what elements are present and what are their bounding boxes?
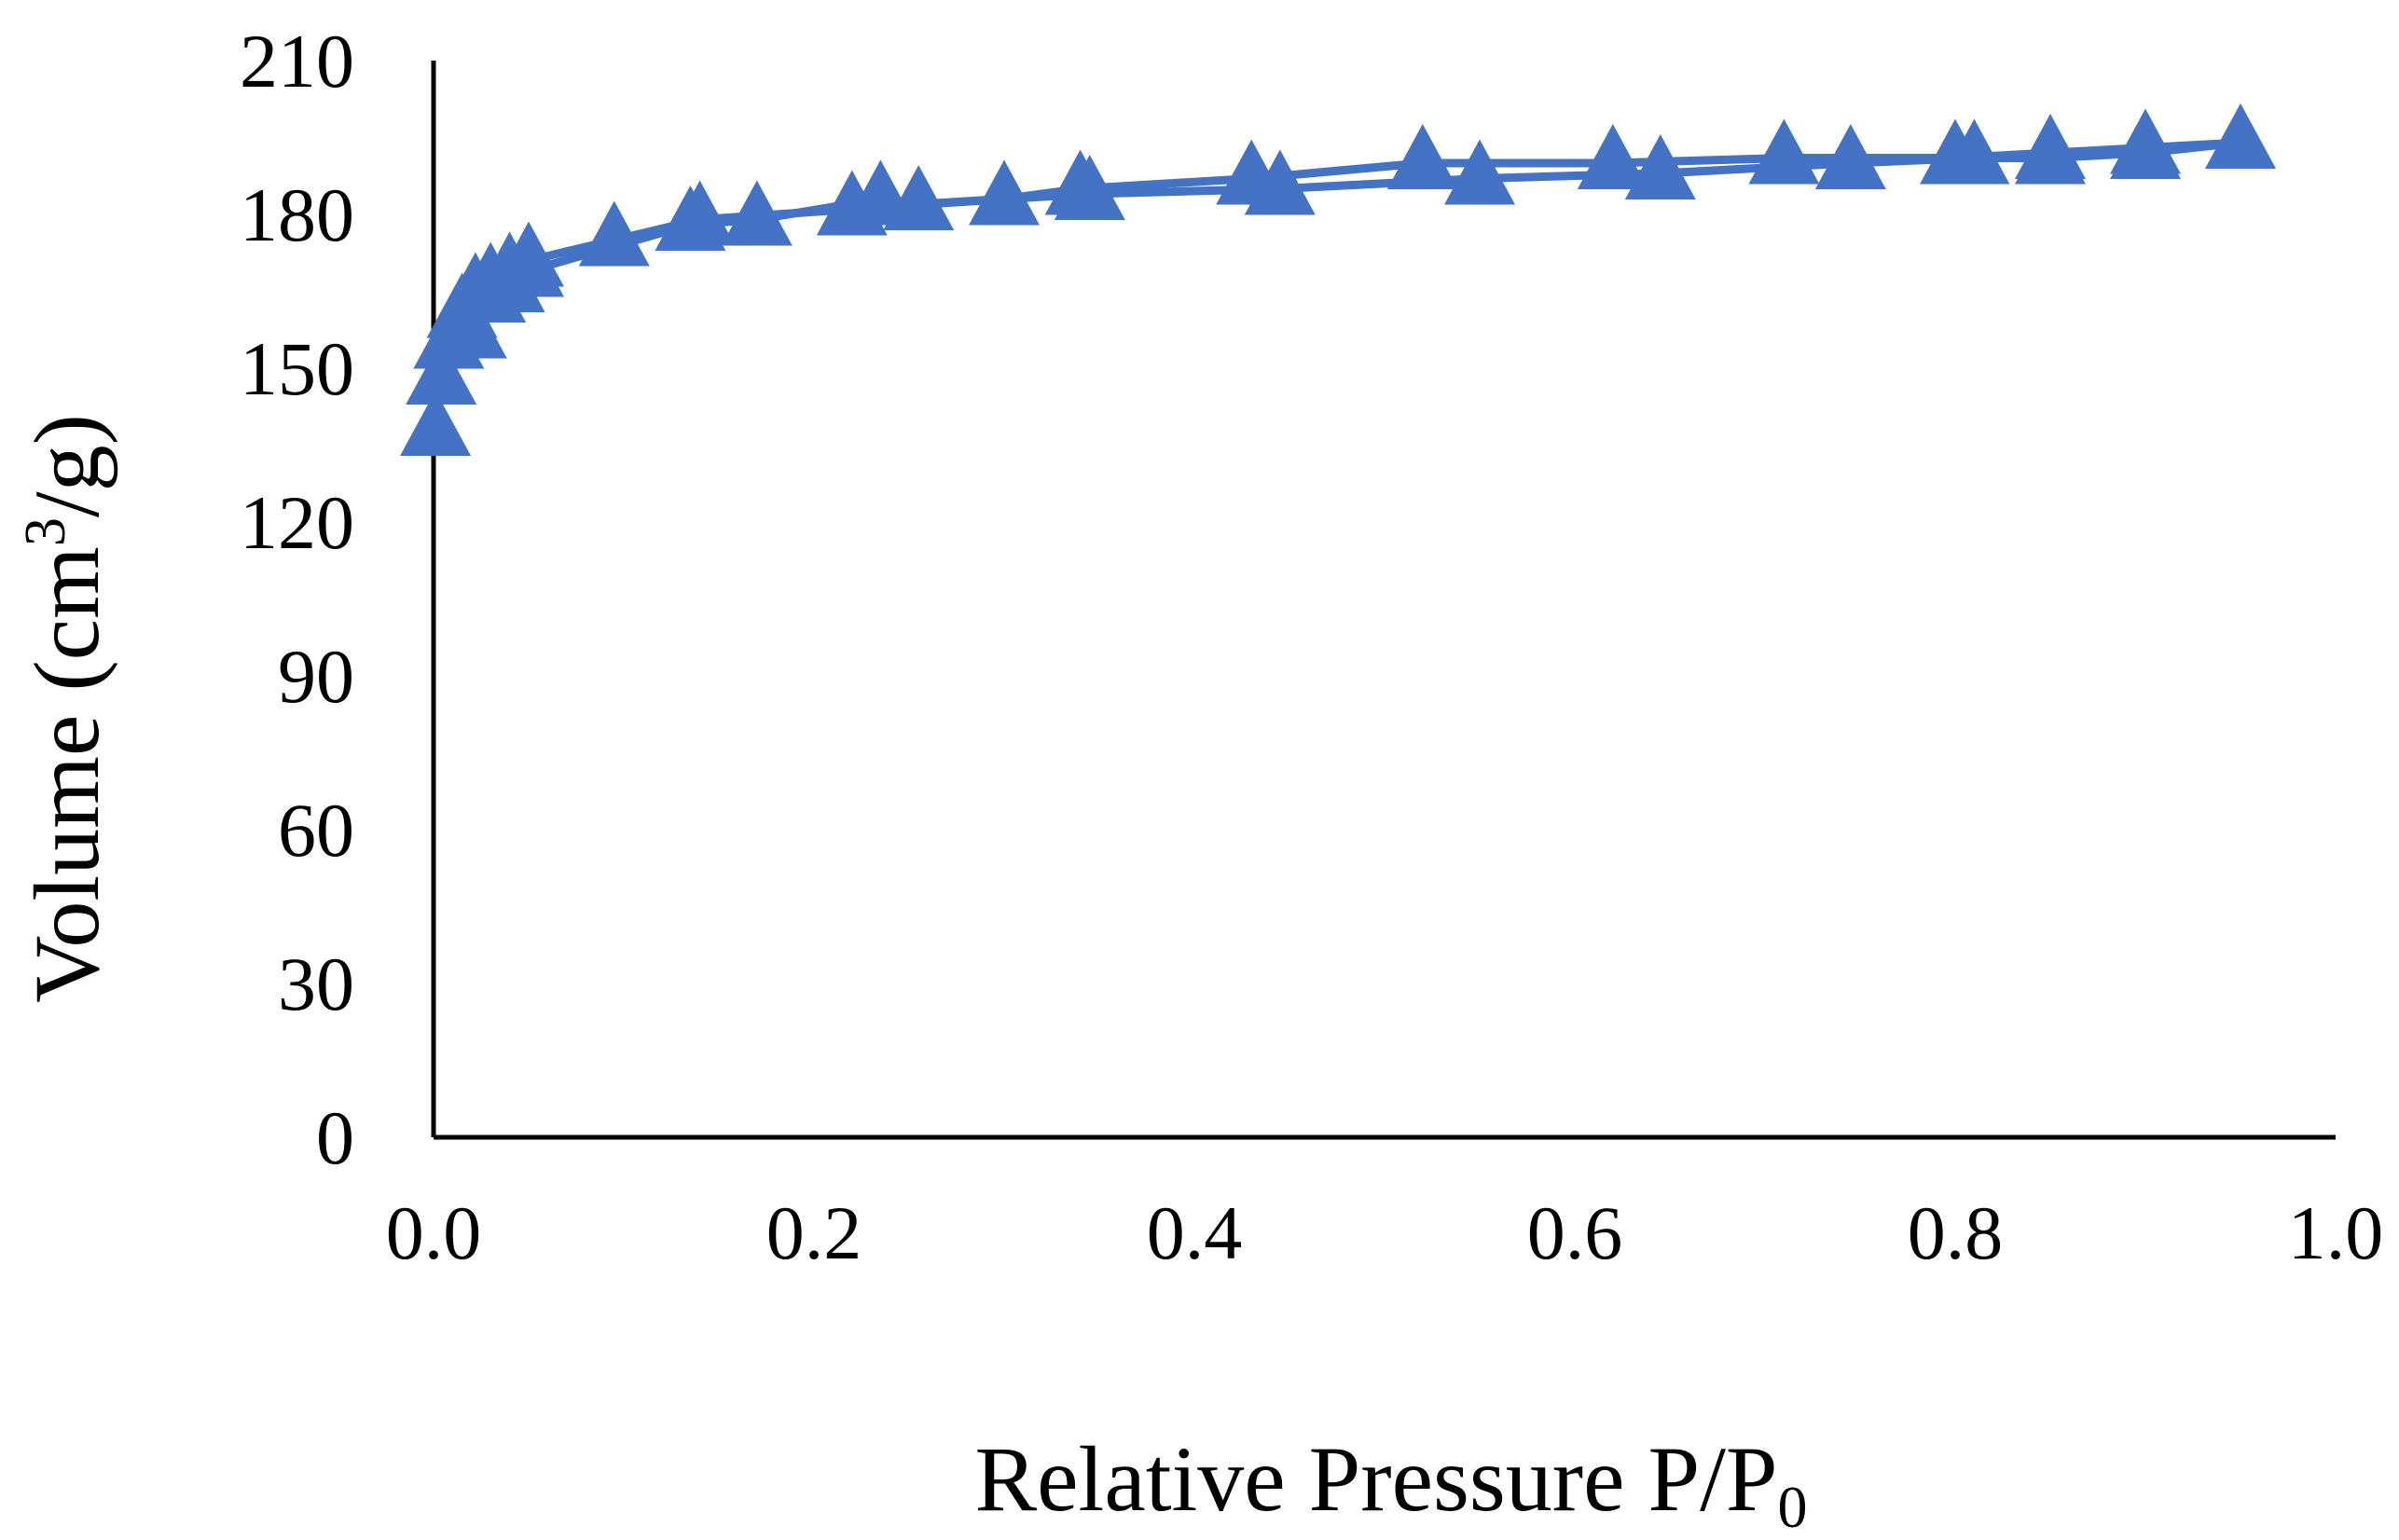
data-point-adsorption	[406, 339, 477, 405]
y-tick-labels: 0 30 60 90 120 150 180 210	[240, 19, 354, 1180]
x-tick-label: 0.4	[1147, 1190, 1243, 1275]
data-point-desorption	[1624, 134, 1696, 199]
y-tick-label: 90	[278, 634, 354, 719]
x-tick-label: 0.6	[1527, 1190, 1623, 1275]
x-tick-labels: 0.0 0.2 0.4 0.6 0.8 1.0	[386, 1190, 2384, 1275]
data-point-desorption	[2205, 103, 2276, 169]
x-axis-title-subscript: 0	[1778, 1474, 1808, 1540]
y-tick-label: 60	[278, 788, 354, 873]
y-tick-label: 0	[316, 1095, 354, 1180]
data-point-desorption	[1444, 139, 1515, 205]
y-tick-label: 210	[240, 19, 354, 103]
y-axis-title: Volume (cm3/g)	[14, 414, 118, 1003]
x-tick-label: 1.0	[2288, 1190, 2384, 1275]
data-point-adsorption	[578, 200, 650, 267]
data-point-desorption	[1054, 155, 1125, 220]
data-point-desorption	[2015, 118, 2086, 185]
data-point-adsorption	[969, 159, 1040, 226]
y-axis-title-end: /g)	[15, 414, 118, 517]
x-axis-title-main: Relative Pressure P/P	[974, 1427, 1777, 1531]
x-tick-label: 0.2	[766, 1190, 862, 1275]
data-point-desorption	[2110, 114, 2181, 179]
data-point-desorption	[1938, 118, 2010, 185]
data-point-desorption	[721, 180, 793, 246]
data-point-desorption	[1244, 149, 1316, 215]
x-tick-label: 0.8	[1908, 1190, 2004, 1275]
data-point-adsorption	[400, 391, 472, 456]
data-point-desorption	[435, 293, 507, 359]
y-tick-label: 180	[240, 172, 354, 257]
data-point-desorption	[655, 186, 726, 251]
data-point-desorption	[1814, 124, 1886, 189]
y-tick-label: 120	[240, 480, 354, 565]
axes	[431, 61, 2336, 1140]
data-point-adsorption	[1386, 124, 1458, 189]
series-markers	[400, 103, 2276, 456]
y-axis-title-main: Volume (cm	[15, 546, 118, 1003]
x-axis-title: Relative Pressure P/P0	[974, 1427, 1807, 1540]
data-point-adsorption	[1748, 118, 1820, 185]
y-tick-label: 30	[278, 942, 354, 1026]
y-axis-title-superscript: 3	[14, 517, 77, 546]
x-tick-label: 0.0	[386, 1190, 482, 1275]
data-point-desorption	[845, 159, 917, 226]
y-tick-label: 150	[240, 326, 354, 411]
series-lines	[431, 138, 2241, 431]
data-point-adsorption	[1577, 124, 1648, 189]
